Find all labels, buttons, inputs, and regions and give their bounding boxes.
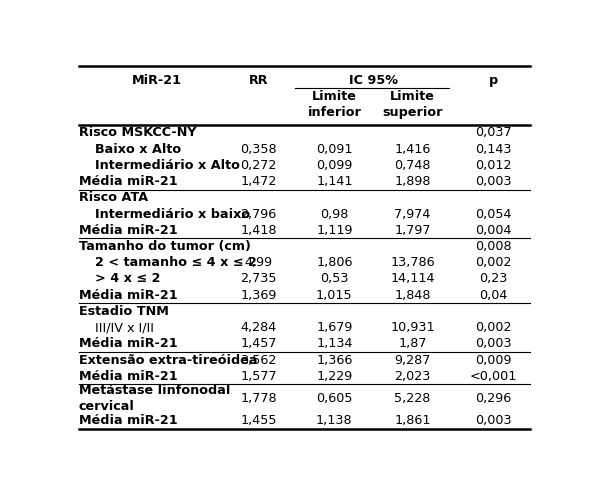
Text: Extensão extra-tireóidea: Extensão extra-tireóidea [79, 354, 257, 367]
Text: 0,099: 0,099 [316, 159, 352, 172]
Text: 4,99: 4,99 [244, 256, 273, 269]
Text: Intermediário x baixo: Intermediário x baixo [95, 208, 250, 220]
Text: Média miR-21: Média miR-21 [79, 337, 178, 350]
Text: 1,577: 1,577 [240, 370, 277, 383]
Text: Média miR-21: Média miR-21 [79, 175, 178, 188]
Text: 1,141: 1,141 [316, 175, 353, 188]
Text: 2,796: 2,796 [240, 208, 277, 220]
Text: 1,797: 1,797 [394, 224, 431, 237]
Text: 1,369: 1,369 [240, 289, 277, 302]
Text: RR: RR [249, 74, 268, 87]
Text: 7,974: 7,974 [394, 208, 431, 220]
Text: 0,002: 0,002 [475, 321, 511, 334]
Text: 1,366: 1,366 [316, 354, 352, 367]
Text: Média miR-21: Média miR-21 [79, 415, 178, 427]
Text: 0,23: 0,23 [479, 272, 507, 286]
Text: 1,778: 1,778 [240, 392, 277, 405]
Text: 1,679: 1,679 [316, 321, 352, 334]
Text: 9,287: 9,287 [394, 354, 431, 367]
Text: 1,119: 1,119 [316, 224, 353, 237]
Text: 0,04: 0,04 [479, 289, 507, 302]
Text: 0,003: 0,003 [475, 415, 511, 427]
Text: 0,358: 0,358 [240, 143, 277, 156]
Text: 10,931: 10,931 [390, 321, 435, 334]
Text: 0,98: 0,98 [320, 208, 349, 220]
Text: Média miR-21: Média miR-21 [79, 370, 178, 383]
Text: 2 < tamanho ≤ 4 x ≤ 2: 2 < tamanho ≤ 4 x ≤ 2 [95, 256, 257, 269]
Text: 0,037: 0,037 [475, 126, 511, 140]
Text: 0,091: 0,091 [316, 143, 353, 156]
Text: 3,562: 3,562 [240, 354, 277, 367]
Text: 0,272: 0,272 [240, 159, 277, 172]
Text: 1,806: 1,806 [316, 256, 353, 269]
Text: 0,53: 0,53 [320, 272, 349, 286]
Text: 0,003: 0,003 [475, 175, 511, 188]
Text: 0,605: 0,605 [316, 392, 353, 405]
Text: 1,848: 1,848 [394, 289, 431, 302]
Text: 0,748: 0,748 [394, 159, 431, 172]
Text: Limite
superior: Limite superior [383, 90, 443, 119]
Text: Risco ATA: Risco ATA [79, 191, 148, 204]
Text: III/IV x I/II: III/IV x I/II [95, 321, 154, 334]
Text: 0,012: 0,012 [475, 159, 511, 172]
Text: 0,002: 0,002 [475, 256, 511, 269]
Text: Limite
inferior: Limite inferior [308, 90, 361, 119]
Text: 0,008: 0,008 [475, 240, 511, 253]
Text: 0,054: 0,054 [475, 208, 511, 220]
Text: 1,472: 1,472 [240, 175, 277, 188]
Text: 1,015: 1,015 [316, 289, 353, 302]
Text: 1,898: 1,898 [394, 175, 431, 188]
Text: 0,003: 0,003 [475, 337, 511, 350]
Text: 1,229: 1,229 [316, 370, 352, 383]
Text: 1,134: 1,134 [316, 337, 353, 350]
Text: Baixo x Alto: Baixo x Alto [95, 143, 181, 156]
Text: Média miR-21: Média miR-21 [79, 289, 178, 302]
Text: 1,455: 1,455 [240, 415, 277, 427]
Text: Risco MSKCC-NY: Risco MSKCC-NY [79, 126, 197, 140]
Text: 5,228: 5,228 [394, 392, 431, 405]
Text: 13,786: 13,786 [390, 256, 435, 269]
Text: 0,009: 0,009 [475, 354, 511, 367]
Text: 4,284: 4,284 [240, 321, 277, 334]
Text: <0,001: <0,001 [469, 370, 517, 383]
Text: 1,418: 1,418 [240, 224, 277, 237]
Text: 2,023: 2,023 [394, 370, 431, 383]
Text: Metástase linfonodal
cervical: Metástase linfonodal cervical [79, 384, 230, 413]
Text: Tamanho do tumor (cm): Tamanho do tumor (cm) [79, 240, 251, 253]
Text: IC 95%: IC 95% [349, 74, 398, 87]
Text: 1,138: 1,138 [316, 415, 353, 427]
Text: Estadio TNM: Estadio TNM [79, 305, 169, 318]
Text: 14,114: 14,114 [390, 272, 435, 286]
Text: p: p [488, 74, 498, 87]
Text: 0,004: 0,004 [475, 224, 511, 237]
Text: 0,143: 0,143 [475, 143, 511, 156]
Text: 0,296: 0,296 [475, 392, 511, 405]
Text: MiR-21: MiR-21 [132, 74, 182, 87]
Text: 1,416: 1,416 [394, 143, 431, 156]
Text: Intermediário x Alto: Intermediário x Alto [95, 159, 240, 172]
Text: > 4 x ≤ 2: > 4 x ≤ 2 [95, 272, 160, 286]
Text: 1,457: 1,457 [240, 337, 277, 350]
Text: 1,87: 1,87 [399, 337, 427, 350]
Text: 2,735: 2,735 [240, 272, 277, 286]
Text: Média miR-21: Média miR-21 [79, 224, 178, 237]
Text: 1,861: 1,861 [394, 415, 431, 427]
